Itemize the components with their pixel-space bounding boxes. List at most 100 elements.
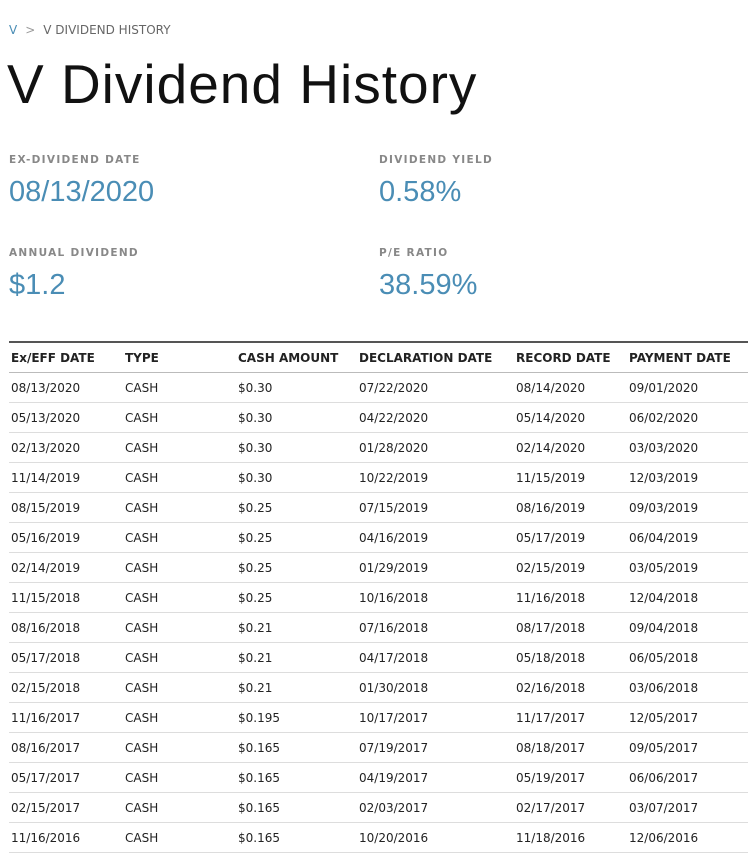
table-row: 05/16/2019 CASH $0.25 04/16/2019 05/17/2019 0…: [9, 523, 748, 553]
table-cell: 05/14/2020: [516, 411, 586, 425]
table-cell: 08/17/2018: [516, 621, 586, 635]
table-row: 08/16/2017 CASH $0.165 07/19/2017 08/18/2017…: [9, 733, 748, 763]
table-cell: $0.25: [238, 501, 273, 515]
table-cell: CASH: [125, 771, 159, 785]
table-cell: $0.165: [238, 801, 280, 815]
table-cell: 08/13/2020: [11, 381, 81, 395]
breadcrumb-separator: >: [25, 23, 36, 37]
table-cell: 11/14/2019: [11, 471, 81, 485]
table-cell: 05/13/2020: [11, 411, 81, 425]
table-cell: $0.165: [238, 771, 280, 785]
table-cell: $0.25: [238, 531, 273, 545]
table-cell: 06/04/2019: [629, 531, 699, 545]
table-cell: 05/18/2018: [516, 651, 586, 665]
table-cell: 02/17/2017: [516, 801, 586, 815]
table-cell: 03/05/2019: [629, 561, 699, 575]
breadcrumb: V > V DIVIDEND HISTORY: [9, 23, 171, 37]
table-cell: 07/15/2019: [359, 501, 429, 515]
table-cell: CASH: [125, 471, 159, 485]
header-cell: Ex/EFF DATE: [11, 351, 95, 365]
table-cell: 07/16/2018: [359, 621, 429, 635]
table-cell: 03/06/2018: [629, 681, 699, 695]
table-cell: $0.21: [238, 681, 273, 695]
table-row: 02/13/2020 CASH $0.30 01/28/2020 02/14/2020 0…: [9, 433, 748, 463]
table-cell: 07/19/2017: [359, 741, 429, 755]
stat-value: 08/13/2020: [9, 176, 155, 208]
table-cell: 12/06/2016: [629, 831, 699, 845]
table-cell: $0.25: [238, 591, 273, 605]
table-cell: CASH: [125, 561, 159, 575]
page: V > V DIVIDEND HISTORY V Dividend History …: [7, 23, 748, 853]
table-row: 11/15/2018 CASH $0.25 10/16/2018 11/16/2018 1…: [9, 583, 748, 613]
table-cell: 01/28/2020: [359, 441, 429, 455]
stat-value: $1.2: [9, 269, 66, 301]
table-cell: CASH: [125, 831, 159, 845]
table-cell: 07/22/2020: [359, 381, 429, 395]
table-cell: $0.195: [238, 711, 280, 725]
table-cell: 05/17/2017: [11, 771, 81, 785]
table-cell: 09/01/2020: [629, 381, 699, 395]
table-row: 05/13/2020 CASH $0.30 04/22/2020 05/14/2020 0…: [9, 403, 748, 433]
table-row: 11/14/2019 CASH $0.30 10/22/2019 11/15/2019 1…: [9, 463, 748, 493]
table-cell: 02/15/2019: [516, 561, 586, 575]
table-row: 08/16/2018 CASH $0.21 07/16/2018 08/17/2018 0…: [9, 613, 748, 643]
stat-label: ANNUAL DIVIDEND: [9, 247, 139, 259]
table-cell: CASH: [125, 741, 159, 755]
table-cell: 12/03/2019: [629, 471, 699, 485]
dividend-table: Ex/EFF DATE TYPE CASH AMOUNT DECLARATION DA…: [9, 341, 748, 853]
table-row: 02/15/2017 CASH $0.165 02/03/2017 02/17/2017…: [9, 793, 748, 823]
stat-label: P/E RATIO: [379, 247, 449, 259]
table-cell: 02/03/2017: [359, 801, 429, 815]
table-cell: 08/18/2017: [516, 741, 586, 755]
table-cell: $0.25: [238, 561, 273, 575]
table-cell: 06/02/2020: [629, 411, 699, 425]
header-cell: TYPE: [125, 351, 159, 365]
table-cell: CASH: [125, 411, 159, 425]
table-cell: 09/05/2017: [629, 741, 699, 755]
table-cell: 05/19/2017: [516, 771, 586, 785]
table-row: 02/14/2019 CASH $0.25 01/29/2019 02/15/2019 0…: [9, 553, 748, 583]
table-cell: $0.30: [238, 441, 273, 455]
table-cell: CASH: [125, 441, 159, 455]
stat-value: 0.58%: [379, 176, 462, 208]
stat-label: DIVIDEND YIELD: [379, 154, 493, 166]
stat-label: EX-DIVIDEND DATE: [9, 154, 141, 166]
table-cell: 11/16/2016: [11, 831, 81, 845]
table-cell: $0.21: [238, 651, 273, 665]
table-cell: 05/17/2018: [11, 651, 81, 665]
table-cell: 10/16/2018: [359, 591, 429, 605]
table-cell: 11/15/2019: [516, 471, 586, 485]
table-cell: CASH: [125, 501, 159, 515]
breadcrumb-link[interactable]: V: [9, 23, 18, 37]
table-row: 02/15/2018 CASH $0.21 01/30/2018 02/16/2018 0…: [9, 673, 748, 703]
table-cell: 06/05/2018: [629, 651, 699, 665]
table-cell: 05/16/2019: [11, 531, 81, 545]
table-cell: 11/16/2018: [516, 591, 586, 605]
table-row: 08/13/2020 CASH $0.30 07/22/2020 08/14/2020 0…: [9, 373, 748, 403]
header-cell: DECLARATION DATE: [359, 351, 493, 365]
table-cell: 05/17/2019: [516, 531, 586, 545]
table-cell: 02/15/2017: [11, 801, 81, 815]
table-cell: 02/13/2020: [11, 441, 81, 455]
table-cell: 01/30/2018: [359, 681, 429, 695]
table-cell: $0.165: [238, 831, 280, 845]
page-title: V Dividend History: [7, 53, 478, 115]
table-cell: $0.165: [238, 741, 280, 755]
table-row: 05/17/2017 CASH $0.165 04/19/2017 05/19/2017…: [9, 763, 748, 793]
table-cell: $0.30: [238, 381, 273, 395]
table-cell: 11/16/2017: [11, 711, 81, 725]
table-cell: 04/16/2019: [359, 531, 429, 545]
table-row: 11/16/2016 CASH $0.165 10/20/2016 11/18/2016…: [9, 823, 748, 853]
table-cell: CASH: [125, 381, 159, 395]
table-cell: 09/03/2019: [629, 501, 699, 515]
table-cell: 02/14/2020: [516, 441, 586, 455]
table-cell: 09/04/2018: [629, 621, 699, 635]
breadcrumb-current: V DIVIDEND HISTORY: [43, 23, 171, 37]
table-row: 11/16/2017 CASH $0.195 10/17/2017 11/17/2017…: [9, 703, 748, 733]
table-cell: 10/22/2019: [359, 471, 429, 485]
table-cell: 08/16/2017: [11, 741, 81, 755]
table-cell: 02/16/2018: [516, 681, 586, 695]
stat-value: 38.59%: [379, 269, 478, 301]
table-cell: CASH: [125, 681, 159, 695]
table-cell: 04/22/2020: [359, 411, 429, 425]
